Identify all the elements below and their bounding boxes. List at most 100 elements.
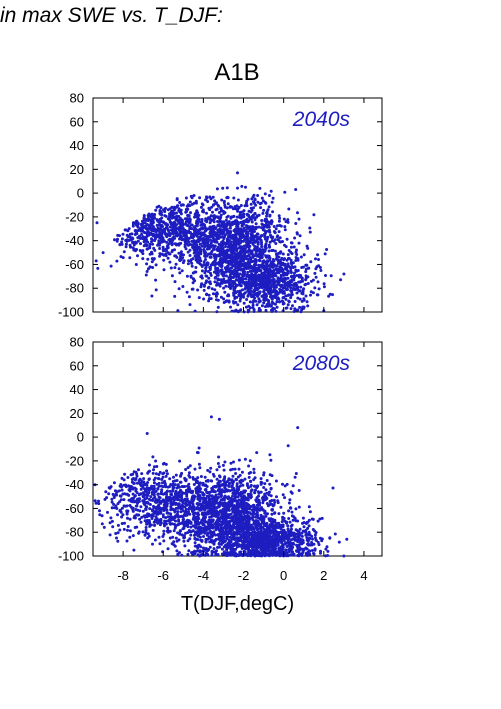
data-point	[222, 274, 226, 278]
data-point	[205, 279, 208, 283]
data-point	[289, 307, 293, 311]
data-point	[290, 265, 294, 269]
data-point	[248, 300, 252, 304]
data-point	[261, 211, 265, 215]
data-point	[124, 242, 128, 246]
data-point	[261, 499, 265, 503]
data-point	[193, 477, 197, 481]
data-point	[285, 237, 289, 241]
data-point	[283, 542, 287, 546]
data-point	[182, 259, 186, 263]
data-point	[130, 236, 134, 240]
data-point	[313, 547, 317, 551]
data-point	[265, 214, 269, 218]
data-point	[224, 218, 228, 222]
data-point	[222, 297, 226, 301]
data-point	[299, 255, 303, 259]
data-point	[311, 517, 315, 521]
data-point	[258, 235, 262, 239]
data-point	[281, 268, 285, 272]
data-point	[238, 552, 242, 556]
data-point	[256, 194, 260, 197]
data-point	[221, 258, 225, 261]
data-point	[262, 277, 266, 281]
data-point	[252, 206, 255, 210]
data-point	[184, 222, 188, 226]
data-point	[179, 212, 183, 216]
data-point	[213, 288, 217, 292]
data-point	[250, 220, 254, 224]
data-point	[184, 208, 188, 211]
data-point	[124, 492, 128, 496]
data-point	[116, 233, 120, 237]
data-point	[174, 242, 178, 246]
data-point	[232, 309, 236, 313]
data-point	[254, 222, 258, 226]
data-point	[191, 271, 195, 275]
data-point	[165, 240, 169, 244]
data-point	[256, 506, 260, 510]
data-point	[260, 196, 264, 200]
data-point	[224, 245, 228, 248]
data-point	[287, 550, 291, 554]
data-point	[209, 229, 213, 233]
data-point	[263, 273, 267, 277]
y-tick-label: -100	[58, 305, 84, 320]
data-point	[226, 268, 230, 272]
data-point	[100, 522, 104, 526]
data-point	[217, 455, 221, 459]
data-point	[178, 529, 182, 533]
data-point	[232, 241, 236, 245]
data-point	[145, 483, 149, 487]
data-point	[139, 242, 142, 246]
data-point	[155, 205, 159, 209]
data-point	[301, 292, 305, 296]
data-point	[198, 196, 202, 200]
data-point	[289, 258, 293, 262]
data-point	[100, 514, 104, 518]
data-point	[226, 221, 230, 225]
data-point	[153, 538, 157, 542]
data-point	[138, 517, 142, 521]
data-point	[294, 268, 298, 272]
data-point	[165, 492, 168, 496]
data-point	[296, 258, 300, 262]
data-point	[295, 231, 299, 235]
data-point	[311, 278, 315, 282]
data-point	[216, 272, 220, 276]
y-tick-label: 40	[70, 138, 84, 153]
data-point	[251, 225, 255, 228]
data-point	[164, 214, 168, 218]
data-point	[243, 287, 247, 291]
data-point	[212, 253, 216, 257]
data-point	[257, 225, 261, 229]
data-point	[232, 235, 235, 239]
data-point	[126, 528, 129, 532]
data-point	[337, 540, 341, 544]
data-point	[345, 537, 349, 541]
data-point	[254, 282, 258, 286]
data-point	[176, 498, 180, 502]
data-point	[202, 284, 206, 288]
data-point	[276, 277, 280, 281]
data-point	[316, 293, 320, 297]
data-point	[141, 530, 145, 534]
data-point	[234, 477, 238, 481]
data-point	[131, 221, 135, 225]
data-point	[242, 301, 246, 305]
data-point	[325, 545, 329, 549]
data-point	[290, 510, 294, 514]
data-point	[244, 243, 248, 247]
data-point	[238, 231, 242, 235]
data-point	[167, 252, 171, 256]
data-point	[316, 253, 320, 257]
data-point	[140, 515, 144, 519]
data-point	[144, 526, 148, 529]
data-point	[250, 249, 254, 253]
data-point	[282, 511, 286, 515]
data-point	[313, 271, 317, 275]
data-point	[193, 309, 197, 313]
data-point	[132, 243, 136, 247]
data-point	[257, 258, 261, 262]
data-point	[225, 215, 229, 219]
